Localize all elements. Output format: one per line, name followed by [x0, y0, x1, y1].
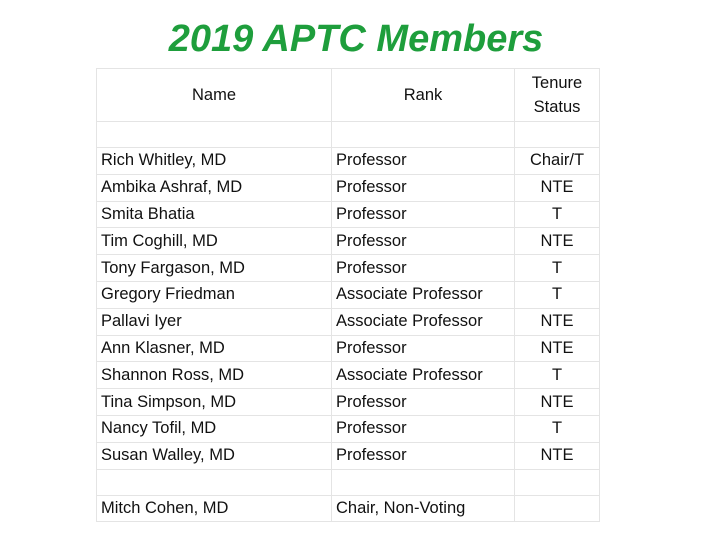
cell: Rich Whitley, MD: [96, 147, 332, 175]
cell: Shannon Ross, MD: [96, 361, 332, 390]
cell: Professor: [331, 414, 515, 443]
member-row: Ambika Ashraf, MD Professor NTE: [96, 173, 600, 202]
empty-cell: [96, 468, 332, 496]
member-row: Tony Fargason, MD Professor T: [96, 254, 600, 282]
cell: T: [514, 414, 600, 443]
cell: Gregory Friedman: [96, 280, 332, 309]
table-body: Name Rank Tenure Status Rich Whitley, MD Pro…: [96, 68, 600, 523]
member-row: Tim Coghill, MD Professor NTE: [96, 227, 600, 256]
empty-cell: [331, 121, 515, 148]
column-header: Rank: [331, 68, 515, 122]
cell: Ann Klasner, MD: [96, 334, 332, 363]
header-row: Name Rank Tenure Status: [96, 68, 600, 122]
spacer-row: [96, 468, 600, 496]
cell: Susan Walley, MD: [96, 441, 332, 470]
cell: Tina Simpson, MD: [96, 388, 332, 416]
cell: Tim Coghill, MD: [96, 227, 332, 256]
cell: NTE: [514, 334, 600, 363]
empty-cell: [514, 468, 600, 496]
member-row: Ann Klasner, MD Professor NTE: [96, 334, 600, 363]
cell: T: [514, 254, 600, 282]
footer-row: Mitch Cohen, MD Chair, Non-Voting: [96, 494, 600, 523]
cell: Chair, Non-Voting: [331, 494, 515, 523]
cell: T: [514, 200, 600, 229]
empty-cell: [96, 121, 332, 148]
member-row: Tina Simpson, MD Professor NTE: [96, 388, 600, 416]
cell: NTE: [514, 173, 600, 202]
empty-cell: [331, 468, 515, 496]
member-row: Rich Whitley, MD Professor Chair/T: [96, 147, 600, 175]
spacer-row: [96, 121, 600, 148]
member-row: Shannon Ross, MD Associate Professor T: [96, 361, 600, 390]
member-row: Nancy Tofil, MD Professor T: [96, 414, 600, 443]
cell: Associate Professor: [331, 361, 515, 390]
cell: Professor: [331, 227, 515, 256]
cell: T: [514, 361, 600, 390]
members-table: Name Rank Tenure Status Rich Whitley, MD Pro…: [96, 68, 600, 523]
cell: Associate Professor: [331, 307, 515, 336]
column-header: Tenure Status: [514, 68, 600, 122]
cell: Pallavi Iyer: [96, 307, 332, 336]
cell: Associate Professor: [331, 280, 515, 309]
cell: Professor: [331, 200, 515, 229]
empty-cell: [514, 494, 600, 523]
column-header: Name: [96, 68, 332, 122]
cell: Professor: [331, 254, 515, 282]
cell: Nancy Tofil, MD: [96, 414, 332, 443]
cell: Ambika Ashraf, MD: [96, 173, 332, 202]
cell: NTE: [514, 227, 600, 256]
cell: Professor: [331, 147, 515, 175]
cell: Tony Fargason, MD: [96, 254, 332, 282]
cell: NTE: [514, 441, 600, 470]
cell: T: [514, 280, 600, 309]
cell: NTE: [514, 307, 600, 336]
member-row: Gregory Friedman Associate Professor T: [96, 280, 600, 309]
cell: Professor: [331, 173, 515, 202]
cell: Professor: [331, 334, 515, 363]
slide-title: 2019 APTC Members: [168, 18, 544, 60]
cell: Mitch Cohen, MD: [96, 494, 332, 523]
member-row: Susan Walley, MD Professor NTE: [96, 441, 600, 470]
empty-cell: [514, 121, 600, 148]
member-row: Pallavi Iyer Associate Professor NTE: [96, 307, 600, 336]
member-row: Smita Bhatia Professor T: [96, 200, 600, 229]
cell: Smita Bhatia: [96, 200, 332, 229]
cell: NTE: [514, 388, 600, 416]
cell: Professor: [331, 388, 515, 416]
cell: Chair/T: [514, 147, 600, 175]
cell: Professor: [331, 441, 515, 470]
